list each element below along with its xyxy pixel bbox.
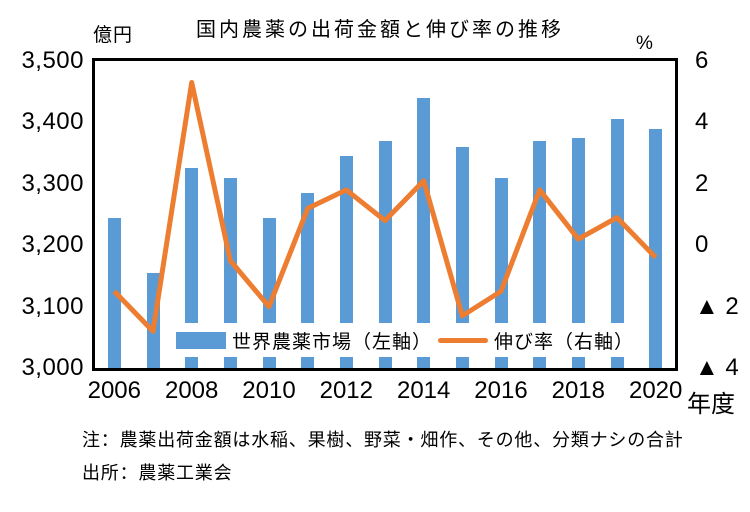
y-right-tick-minus4: ▲ 4 (695, 354, 739, 381)
bar-2014 (417, 97, 431, 368)
y-left-tick-3300: 3,300 (21, 169, 84, 197)
y-left-tick-3000: 3,000 (21, 354, 84, 381)
y-right-tick-minus2: ▲ 2 (695, 292, 739, 320)
y-left-tick-3200: 3,200 (21, 231, 84, 259)
footnotes: 注：農薬出荷金額は水稲、果樹、野菜・畑作、その他、分類ナシの合計 出所：農薬工業… (82, 424, 684, 490)
x-tick-2018: 2018 (551, 377, 605, 404)
legend-line-swatch (438, 337, 489, 343)
footnote-source: 出所：農薬工業会 (82, 463, 233, 483)
y-left-tick-3400: 3,400 (21, 108, 84, 136)
legend-label-line: 伸び率（右軸） (494, 331, 635, 353)
bar-2019 (610, 119, 624, 368)
left-axis-unit-label: 億円 (93, 25, 134, 46)
y-right-tick-6: 6 (695, 47, 709, 74)
bars-layer (95, 61, 675, 369)
legend-label-bars: 世界農薬市場（左軸） (232, 331, 433, 353)
x-tick-2016: 2016 (474, 377, 528, 404)
footnote-note: 注：農薬出荷金額は水稲、果樹、野菜・畑作、その他、分類ナシの合計 (82, 430, 684, 450)
legend: 世界農薬市場（左軸） 伸び率（右軸） (170, 323, 648, 357)
y-left-tick-3100: 3,100 (21, 292, 84, 320)
y-right-tick-0: 0 (695, 231, 709, 259)
y-right-tick-2: 2 (695, 169, 709, 197)
growth-line-svg (112, 80, 658, 334)
bar-2012 (339, 156, 353, 368)
growth-line (112, 80, 658, 334)
x-tick-2006: 2006 (87, 377, 141, 404)
bar-2008 (185, 168, 199, 368)
x-tick-2020: 2020 (628, 377, 683, 404)
bar-2018 (571, 137, 585, 369)
x-tick-2012: 2012 (319, 377, 373, 404)
y-left-tick-3500: 3,500 (21, 47, 84, 74)
line-layer (95, 61, 675, 368)
plot-area: 世界農薬市場（左軸） 伸び率（右軸） (92, 58, 678, 371)
legend-bar-swatch (176, 331, 226, 349)
x-tick-2010: 2010 (242, 377, 296, 404)
bar-2020 (649, 128, 663, 368)
x-axis-unit-label: 年度 (687, 391, 735, 418)
bar-2016 (494, 177, 508, 368)
y-right-tick-4: 4 (695, 108, 709, 136)
chart-title: 国内農薬の出荷金額と伸び率の推移 (196, 19, 564, 41)
bar-2013 (378, 140, 392, 368)
x-tick-2014: 2014 (396, 377, 451, 404)
bar-2009 (223, 177, 237, 368)
right-axis-unit-label: % (636, 33, 653, 54)
x-tick-2008: 2008 (164, 377, 219, 404)
